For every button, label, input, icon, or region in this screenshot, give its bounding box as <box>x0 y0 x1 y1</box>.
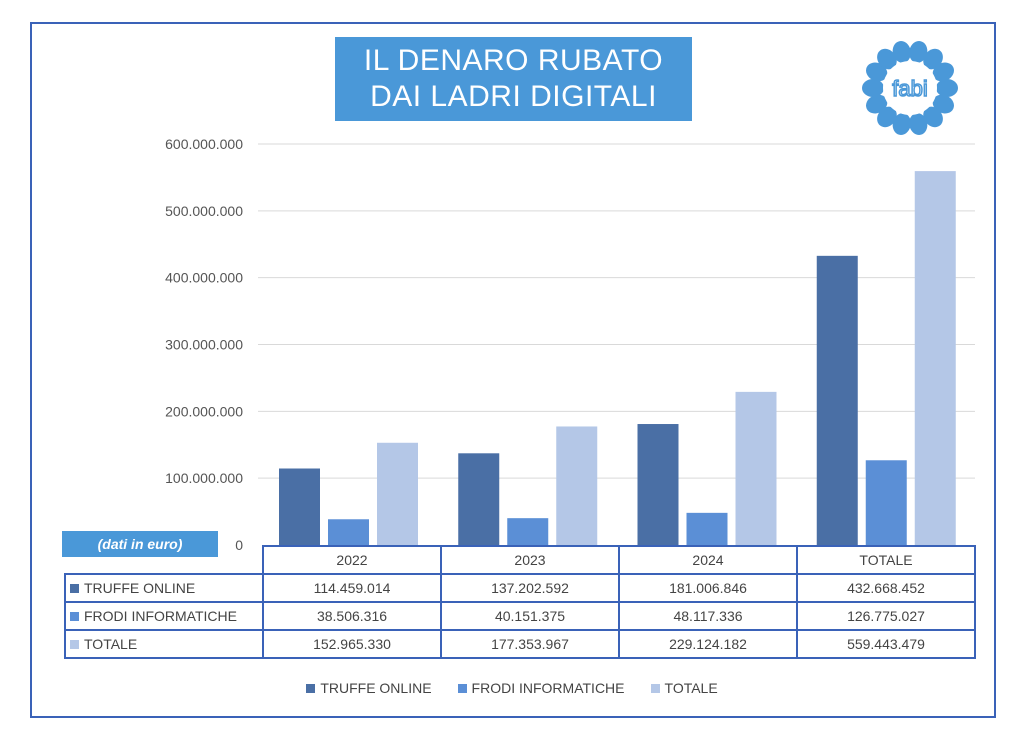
frame-border <box>30 22 996 718</box>
cell: 559.443.479 <box>796 629 976 659</box>
bar-frodi-informatiche-totale <box>865 460 907 545</box>
row-label: TRUFFE ONLINE <box>84 580 196 596</box>
title-line-1: IL DENARO RUBATO <box>363 44 664 77</box>
cell: 48.117.336 <box>618 601 798 631</box>
y-tick-label: 0 <box>235 537 243 553</box>
y-tick-label: 200.000.000 <box>165 403 243 419</box>
bar-truffe-online-2023 <box>458 453 500 545</box>
cell: 114.459.014 <box>262 573 442 603</box>
cell: 137.202.592 <box>440 573 620 603</box>
col-header: 2024 <box>618 545 798 575</box>
col-header: 2023 <box>440 545 620 575</box>
bar-frodi-informatiche-2024 <box>686 512 728 545</box>
bar-totale-totale <box>914 171 956 545</box>
title-line-2: DAI LADRI DIGITALI <box>370 80 657 113</box>
cell: 432.668.452 <box>796 573 976 603</box>
bar-truffe-online-totale <box>816 255 858 545</box>
col-header: 2022 <box>262 545 442 575</box>
table-row: TOTALE 152.965.330 177.353.967 229.124.1… <box>64 629 976 659</box>
svg-text:fabi: fabi <box>892 76 927 101</box>
chart-title: IL DENARO RUBATO DAI LADRI DIGITALI <box>335 37 692 121</box>
bar-totale-2023 <box>556 426 598 545</box>
y-tick-label: 400.000.000 <box>165 270 243 286</box>
legend-item: TRUFFE ONLINE <box>306 680 432 696</box>
series-swatch <box>70 612 79 621</box>
legend-swatch <box>650 683 660 693</box>
legend-label: TRUFFE ONLINE <box>320 680 432 696</box>
y-tick-label: 100.000.000 <box>165 470 243 486</box>
row-label: TOTALE <box>84 636 138 652</box>
cell: 38.506.316 <box>262 601 442 631</box>
cell: 177.353.967 <box>440 629 620 659</box>
bar-frodi-informatiche-2022 <box>328 519 369 545</box>
cell: 181.006.846 <box>618 573 798 603</box>
bar-truffe-online-2022 <box>279 468 320 545</box>
row-label: FRODI INFORMATICHE <box>84 608 237 624</box>
series-swatch <box>70 584 79 593</box>
legend-label: FRODI INFORMATICHE <box>471 680 625 696</box>
bar-frodi-informatiche-2023 <box>507 518 549 545</box>
series-swatch <box>70 640 79 649</box>
legend-swatch <box>457 683 467 693</box>
y-tick-label: 500.000.000 <box>165 203 243 219</box>
bar-totale-2022 <box>377 442 418 545</box>
table-header-row: 2022 2023 2024 TOTALE <box>65 545 976 575</box>
cell: 40.151.375 <box>440 601 620 631</box>
cell: 229.124.182 <box>618 629 798 659</box>
bar-truffe-online-2024 <box>637 424 679 545</box>
y-tick-label: 300.000.000 <box>165 337 243 353</box>
legend-swatch <box>306 683 316 693</box>
bar-totale-2024 <box>735 391 777 545</box>
legend-item: FRODI INFORMATICHE <box>457 680 625 696</box>
legend-label: TOTALE <box>664 680 718 696</box>
col-header: TOTALE <box>796 545 976 575</box>
cell: 152.965.330 <box>262 629 442 659</box>
legend-item: TOTALE <box>650 680 718 696</box>
fabi-logo: fabi <box>862 41 958 135</box>
y-tick-label: 600.000.000 <box>165 136 243 152</box>
table-row: TRUFFE ONLINE 114.459.014 137.202.592 18… <box>64 573 976 603</box>
table-row: FRODI INFORMATICHE 38.506.316 40.151.375… <box>64 601 976 631</box>
cell: 126.775.027 <box>796 601 976 631</box>
data-table: 2022 2023 2024 TOTALE TRUFFE ONLINE 114.… <box>64 545 976 659</box>
legend: TRUFFE ONLINE FRODI INFORMATICHE TOTALE <box>0 680 1024 696</box>
